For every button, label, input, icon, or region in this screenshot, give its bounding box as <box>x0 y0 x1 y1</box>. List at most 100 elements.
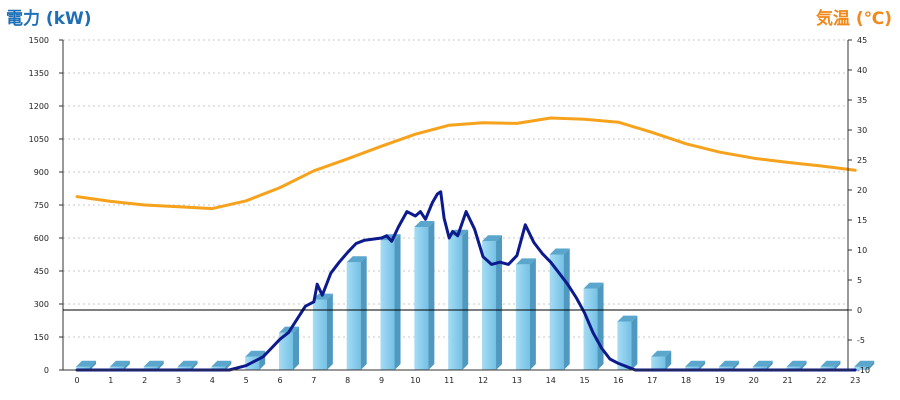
right-tick-label: 30 <box>857 126 867 135</box>
bar-side <box>157 360 164 370</box>
x-tick-label: 10 <box>410 376 420 385</box>
bar-side <box>123 360 130 370</box>
bar <box>143 360 164 370</box>
bar <box>245 350 266 370</box>
bar-front <box>143 366 158 370</box>
bar-side <box>563 248 570 370</box>
bar <box>752 360 773 370</box>
bar-front <box>109 366 124 370</box>
x-tick-label: 5 <box>244 376 249 385</box>
bar <box>854 360 875 370</box>
left-tick-label: 300 <box>34 300 49 309</box>
x-tick-label: 17 <box>647 376 657 385</box>
bar-side <box>834 360 841 370</box>
right-tick-label: 40 <box>857 66 867 75</box>
x-tick-label: 22 <box>816 376 826 385</box>
bar <box>651 350 672 370</box>
left-tick-label: 600 <box>34 234 49 243</box>
left-tick-label: 1050 <box>29 135 49 144</box>
bar-front <box>177 366 192 370</box>
bar <box>414 221 435 370</box>
bar-top <box>854 360 875 367</box>
bar-front <box>346 262 361 370</box>
tick-labels: 01503004506007509001050120013501500-10-5… <box>29 36 870 385</box>
grid-lines <box>63 39 848 338</box>
bar-top <box>820 360 841 367</box>
bar-side <box>394 234 401 370</box>
x-tick-label: 4 <box>210 376 215 385</box>
bar-front <box>414 227 429 370</box>
x-tick-label: 20 <box>749 376 759 385</box>
right-tick-label: 5 <box>857 276 862 285</box>
bar-side <box>496 235 503 370</box>
bar-side <box>462 229 469 370</box>
bar-side <box>868 360 875 370</box>
bar-top <box>346 256 367 263</box>
bar <box>583 282 604 370</box>
left-axis-title: 電力 (kW) <box>6 9 92 29</box>
bar <box>380 234 401 370</box>
x-tick-label: 3 <box>176 376 181 385</box>
bar-side <box>428 221 435 370</box>
bar-top <box>211 360 232 367</box>
bar-side <box>326 293 333 370</box>
bar-front <box>380 240 395 370</box>
bar-side <box>529 258 536 370</box>
bar <box>279 326 300 370</box>
bar-series <box>76 221 875 370</box>
x-tick-label: 6 <box>277 376 282 385</box>
bar <box>718 360 739 370</box>
bar-front <box>515 264 530 370</box>
x-tick-label: 7 <box>311 376 316 385</box>
x-tick-label: 1 <box>108 376 113 385</box>
left-tick-label: 750 <box>34 201 49 210</box>
bar-front <box>482 241 497 370</box>
right-tick-label: 15 <box>857 216 867 225</box>
bar <box>515 258 536 370</box>
bar-front <box>279 332 294 370</box>
bar-front <box>651 356 666 370</box>
left-tick-label: 450 <box>34 267 49 276</box>
bar-side <box>665 350 672 370</box>
x-tick-label: 16 <box>613 376 623 385</box>
bar-front <box>76 366 90 370</box>
x-tick-label: 12 <box>478 376 488 385</box>
bar-top <box>617 315 638 322</box>
x-tick-label: 0 <box>74 376 79 385</box>
x-tick-label: 11 <box>444 376 454 385</box>
bar-top <box>651 350 672 357</box>
x-tick-label: 14 <box>546 376 556 385</box>
right-tick-label: 10 <box>857 246 867 255</box>
bar <box>346 256 367 370</box>
bar-top <box>549 248 570 255</box>
right-axis-title: 気温 (℃) <box>815 9 892 29</box>
bar-top <box>685 360 706 367</box>
bar <box>820 360 841 370</box>
bar-front <box>211 366 226 370</box>
x-tick-label: 9 <box>379 376 384 385</box>
bar <box>786 360 807 370</box>
bar-front <box>718 366 733 370</box>
bar-top <box>312 293 333 300</box>
bar-top <box>245 350 266 357</box>
bar-top <box>414 221 435 227</box>
bar-top <box>718 360 739 367</box>
bar-side <box>631 315 638 370</box>
bar-side <box>699 360 706 370</box>
bar-side <box>800 360 807 370</box>
bar-side <box>766 360 773 370</box>
x-tick-label: 21 <box>782 376 792 385</box>
right-tick-label: 0 <box>857 306 862 315</box>
x-tick-label: 19 <box>715 376 725 385</box>
bar <box>685 360 706 370</box>
left-tick-label: 900 <box>34 168 49 177</box>
bar-top <box>76 360 96 367</box>
right-tick-label: -5 <box>857 336 865 345</box>
left-tick-label: 150 <box>34 333 49 342</box>
bar <box>76 360 96 370</box>
bar <box>482 235 503 370</box>
left-tick-label: 1200 <box>29 102 49 111</box>
right-tick-label: -10 <box>857 366 870 375</box>
bar-side <box>597 282 604 370</box>
bar-front <box>752 366 767 370</box>
